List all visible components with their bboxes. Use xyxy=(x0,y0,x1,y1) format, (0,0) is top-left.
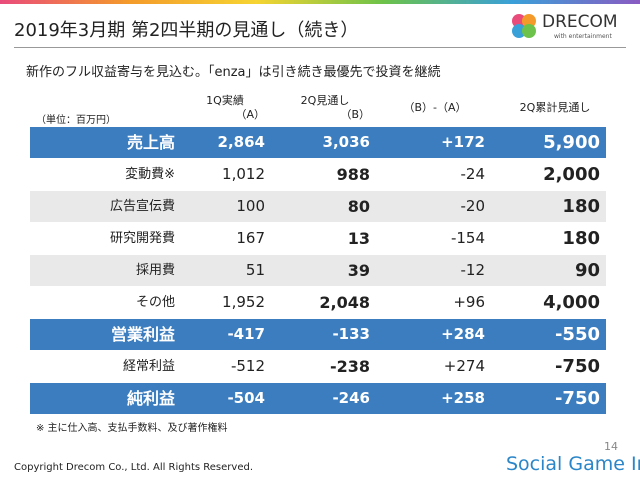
table-row: 採用費 51 39 -12 90 xyxy=(30,255,606,286)
watermark: Social Game Info xyxy=(506,453,640,475)
logo-tagline: with entertainment xyxy=(554,33,612,40)
unit: （単位：百万円） xyxy=(36,115,116,126)
table-cell: -20 xyxy=(460,197,486,215)
table-row: その他 1,952 2,048 +96 4,000 xyxy=(30,287,606,318)
table-cell: +258 xyxy=(441,389,485,407)
column-header-line: （A） xyxy=(235,108,265,121)
table-cell: -24 xyxy=(460,165,486,183)
table-cell: -512 xyxy=(230,357,265,375)
subtitle: 新作のフル収益寄与を見込む。「enza」は引き続き最優先で投資を継続 xyxy=(26,65,441,80)
rainbow-bar xyxy=(0,0,640,4)
column-header-line: （B）-（A） xyxy=(403,101,467,114)
table-cell: 3,036 xyxy=(322,133,370,151)
page-number: 14 xyxy=(604,440,618,453)
table-cell: 39 xyxy=(347,261,370,280)
table-cell: 4,000 xyxy=(543,292,600,313)
table-row: 研究開発費 167 13 -154 180 xyxy=(30,223,606,254)
title: 2019年3月期 第2四半期の見通し（続き） xyxy=(14,20,359,41)
table-cell: 167 xyxy=(236,229,265,247)
table-cell: +96 xyxy=(453,293,485,311)
row-label: 変動費※ xyxy=(125,167,175,182)
table-cell: -12 xyxy=(460,261,486,279)
row-label: 研究開発費 xyxy=(109,231,175,246)
table-cell: 5,900 xyxy=(543,132,600,153)
table-cell: 1,952 xyxy=(222,293,265,311)
column-header: 1Q実績 （A） xyxy=(185,94,265,122)
table-cell: -417 xyxy=(227,325,265,343)
row-label: 売上高 xyxy=(126,133,175,152)
table-cell: 180 xyxy=(562,196,600,217)
table-cell: 100 xyxy=(236,197,265,215)
logo-icon xyxy=(512,14,536,38)
copyright: Copyright Drecom Co., Ltd. All Rights Re… xyxy=(14,462,253,473)
column-header-line: 2Q見通し xyxy=(300,94,350,107)
table-cell: 1,012 xyxy=(222,165,265,183)
row-label: 経常利益 xyxy=(122,359,175,374)
row-label: 広告宣伝費 xyxy=(109,199,175,214)
table-cell: +274 xyxy=(443,357,485,375)
table-cell: 2,000 xyxy=(543,164,600,185)
table-row: 営業利益 -417 -133 +284 -550 xyxy=(30,319,606,350)
table-cell: 80 xyxy=(347,197,370,216)
table-cell: 2,864 xyxy=(217,133,265,151)
table-cell: 51 xyxy=(245,261,265,279)
table-cell: -504 xyxy=(227,389,265,407)
table-cell: -550 xyxy=(554,324,600,345)
table-row: 経常利益 -512 -238 +274 -750 xyxy=(30,351,606,382)
table-cell: +172 xyxy=(441,133,485,151)
column-header-line: 2Q累計見通し xyxy=(519,101,591,114)
logo-name: DRECOM xyxy=(542,12,618,32)
column-header: 2Q見通し （B） xyxy=(280,94,370,122)
table-row: 純利益 -504 -246 +258 -750 xyxy=(30,383,606,414)
table-cell: 180 xyxy=(562,228,600,249)
table-cell: -238 xyxy=(329,357,370,376)
table-row: 変動費※ 1,012 988 -24 2,000 xyxy=(30,159,606,190)
footnote: ※ 主に仕入高、支払手数料、及び著作権料 xyxy=(36,423,228,434)
column-header-line: 1Q実績 xyxy=(206,94,244,107)
table-row: 売上高 2,864 3,036 +172 5,900 xyxy=(30,127,606,158)
table-cell: 2,048 xyxy=(319,293,370,312)
row-label: 純利益 xyxy=(126,389,175,408)
table-cell: -154 xyxy=(450,229,485,247)
table-cell: +284 xyxy=(441,325,485,343)
row-label: 営業利益 xyxy=(110,325,175,344)
table-cell: 13 xyxy=(347,229,370,248)
title-rule xyxy=(14,47,626,48)
table-cell: -133 xyxy=(332,325,370,343)
row-label: その他 xyxy=(135,295,175,310)
column-header: 2Q累計見通し xyxy=(510,101,600,115)
table-cell: 988 xyxy=(336,165,370,184)
table-cell: -246 xyxy=(332,389,370,407)
row-label: 採用費 xyxy=(135,263,175,278)
table-cell: -750 xyxy=(554,388,600,409)
table-row: 広告宣伝費 100 80 -20 180 xyxy=(30,191,606,222)
column-header-line: （B） xyxy=(340,108,370,121)
column-header: （B）-（A） xyxy=(385,101,485,115)
table-cell: 90 xyxy=(574,260,600,281)
table-cell: -750 xyxy=(554,356,600,377)
